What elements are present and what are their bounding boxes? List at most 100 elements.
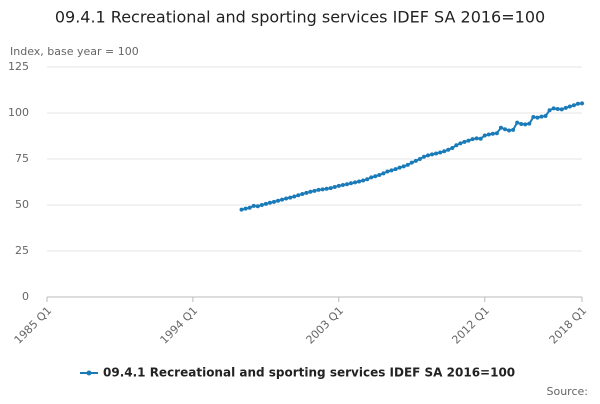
data-point (474, 136, 479, 141)
data-point (547, 108, 552, 113)
data-point (401, 164, 406, 169)
data-point (527, 121, 532, 126)
data-point (417, 157, 422, 161)
data-point (271, 199, 276, 204)
data-point (405, 162, 410, 167)
data-point (555, 106, 560, 111)
data-point (316, 187, 321, 192)
data-point (389, 168, 394, 173)
x-tick-label: 1994 Q1 (158, 304, 201, 347)
data-point (482, 133, 487, 138)
data-point (559, 107, 564, 112)
data-point (486, 132, 491, 137)
data-point (369, 175, 374, 180)
y-axis-label: Index, base year = 100 (10, 45, 139, 58)
x-tick-label: 1985 Q1 (12, 304, 55, 347)
data-point (567, 104, 572, 109)
data-point (551, 106, 556, 111)
data-point (353, 180, 358, 185)
data-point (243, 206, 248, 211)
data-point (442, 149, 447, 154)
data-point (328, 186, 333, 191)
data-point (373, 174, 378, 179)
data-point (393, 167, 398, 172)
data-point (239, 207, 244, 212)
data-point (490, 131, 495, 136)
data-point (409, 160, 414, 165)
data-point (458, 141, 463, 146)
data-point (502, 127, 507, 132)
data-point (575, 101, 580, 106)
data-point (357, 179, 362, 184)
data-point (304, 190, 309, 195)
data-point (397, 165, 402, 170)
data-point (284, 196, 289, 201)
data-point (450, 145, 455, 150)
data-point (507, 128, 512, 133)
data-point (267, 200, 272, 205)
data-point (543, 113, 548, 118)
data-point (539, 114, 544, 119)
data-point (288, 195, 293, 200)
data-point (580, 101, 584, 106)
data-point (312, 188, 317, 193)
data-point (332, 184, 337, 189)
data-point (413, 158, 418, 163)
y-tick-label: 0 (22, 290, 29, 303)
data-point (324, 186, 329, 191)
source: Source: (547, 385, 589, 398)
data-point (300, 191, 305, 196)
x-tick-label: 2003 Q1 (304, 304, 347, 347)
data-point (535, 115, 540, 120)
data-point (348, 181, 353, 186)
data-point (344, 182, 349, 187)
data-point (421, 154, 426, 159)
data-point (434, 151, 439, 156)
legend-label: 09.4.1 Recreational and sporting service… (103, 366, 515, 380)
data-point (494, 131, 499, 136)
y-tick-label: 50 (15, 198, 29, 211)
data-point (292, 194, 297, 199)
data-point (531, 115, 536, 120)
y-tick-label: 100 (8, 106, 29, 119)
data-point (511, 127, 516, 132)
data-point (308, 189, 313, 194)
data-point (446, 147, 451, 152)
data-point (377, 173, 382, 178)
data-point (361, 178, 366, 183)
x-tick-label: 2012 Q1 (449, 304, 492, 347)
data-point (365, 177, 370, 182)
data-point (255, 204, 260, 209)
legend-marker (86, 370, 92, 376)
data-point (340, 182, 345, 187)
data-point (247, 205, 252, 210)
data-point (466, 138, 471, 143)
data-point (259, 203, 264, 207)
data-point (519, 122, 524, 127)
data-point (320, 187, 325, 192)
data-point (454, 143, 459, 148)
chart-title: 09.4.1 Recreational and sporting service… (55, 8, 545, 27)
x-tick-label: 2018 Q1 (547, 304, 590, 347)
data-point (571, 103, 576, 108)
data-point (385, 169, 390, 174)
data-point (251, 203, 256, 208)
y-tick-label: 125 (8, 60, 29, 73)
data-point (336, 183, 341, 188)
y-tick-label: 25 (15, 244, 29, 257)
data-point (478, 136, 483, 141)
data-line (241, 102, 583, 211)
data-point (438, 150, 443, 155)
data-point (276, 198, 281, 203)
data-point (296, 193, 301, 198)
data-point (498, 125, 503, 130)
data-point (515, 120, 520, 125)
data-point (462, 139, 467, 144)
y-tick-label: 75 (15, 152, 29, 165)
data-point (523, 122, 528, 127)
data-point (430, 152, 435, 157)
data-point (425, 153, 430, 158)
data-point (280, 197, 285, 202)
data-point (563, 105, 568, 110)
